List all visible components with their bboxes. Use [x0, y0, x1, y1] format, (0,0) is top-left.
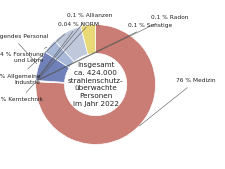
- Text: 4 % Kerntechnik: 4 % Kerntechnik: [0, 27, 86, 102]
- Text: 8 % Fliegendes Personal: 8 % Fliegendes Personal: [0, 34, 48, 64]
- Text: 0,04 % NORM: 0,04 % NORM: [38, 21, 99, 78]
- Text: 4 % Forschung
und Lehre: 4 % Forschung und Lehre: [0, 47, 47, 63]
- Text: 8 % Allgemeine
Industrie: 8 % Allgemeine Industrie: [0, 34, 65, 84]
- Wedge shape: [55, 27, 88, 62]
- Wedge shape: [36, 80, 65, 82]
- Wedge shape: [36, 81, 65, 83]
- Text: 0,1 % Sonstige: 0,1 % Sonstige: [38, 23, 172, 80]
- Wedge shape: [81, 25, 96, 54]
- Text: 76 % Medizin: 76 % Medizin: [139, 78, 216, 126]
- Wedge shape: [36, 81, 65, 83]
- Wedge shape: [36, 25, 155, 144]
- Wedge shape: [36, 52, 69, 82]
- Wedge shape: [36, 81, 65, 83]
- Text: 0,1 % Allianzen: 0,1 % Allianzen: [38, 13, 112, 79]
- Wedge shape: [45, 41, 74, 68]
- Text: 0,1 % Radon: 0,1 % Radon: [38, 14, 188, 80]
- Text: Insgesamt
ca. 424.000
strahlenschutz-
überwachte
Personen
im Jahr 2022: Insgesamt ca. 424.000 strahlenschutz- üb…: [68, 62, 123, 107]
